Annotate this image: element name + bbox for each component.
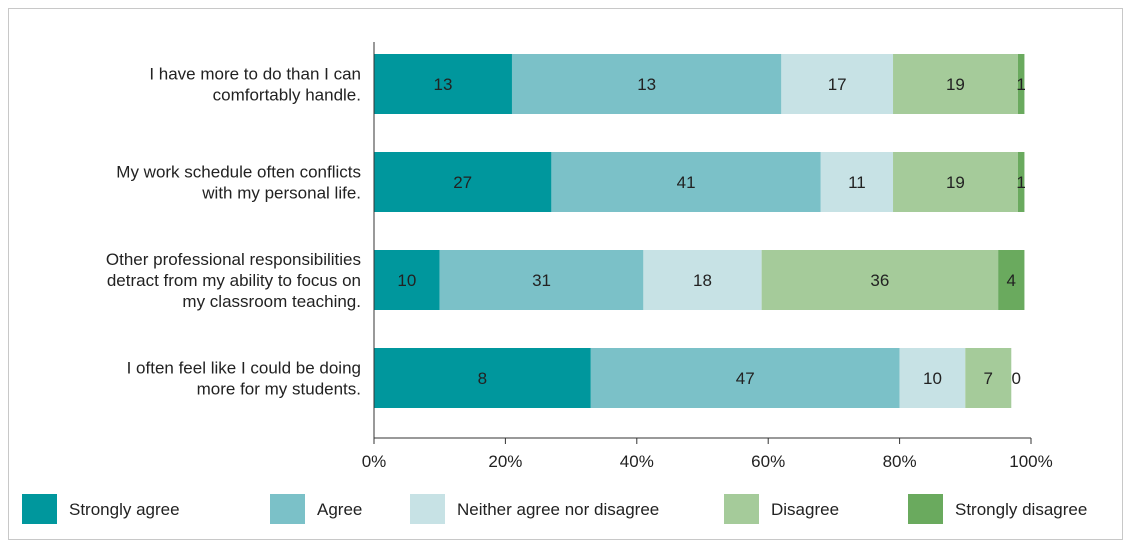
bar-segment-4-3 <box>899 348 966 408</box>
category-label-1: I have more to do than I can comfortably … <box>149 65 361 105</box>
legend-label-4: Disagree <box>771 500 839 519</box>
data-label-4-2: 47 <box>736 369 755 388</box>
bar-segment-1-4 <box>893 54 1018 114</box>
legend-swatch-2 <box>270 494 305 524</box>
bar-segment-4-4 <box>965 348 1012 408</box>
legend-label-1: Strongly agree <box>69 500 180 519</box>
bar-segment-2-4 <box>893 152 1018 212</box>
category-label-4: I often feel like I could be doing more f… <box>127 359 361 399</box>
x-tick-label-6: 100% <box>1009 452 1052 471</box>
bar-segment-2-3 <box>820 152 894 212</box>
legend-swatch-3 <box>410 494 445 524</box>
bar-segment-2-5 <box>1017 152 1025 212</box>
legend-label-3: Neither agree nor disagree <box>457 500 659 519</box>
x-tick-label-2: 20% <box>488 452 522 471</box>
data-label-2-1: 27 <box>453 173 472 192</box>
data-label-4-1: 8 <box>478 369 487 388</box>
bar-segment-1-5 <box>1017 54 1025 114</box>
data-label-4-4: 7 <box>984 369 993 388</box>
data-label-2-5: 1 <box>1016 173 1025 192</box>
data-label-2-3: 11 <box>848 173 866 192</box>
legend-label-2: Agree <box>317 500 362 519</box>
data-label-3-1: 10 <box>397 271 416 290</box>
data-label-1-4: 19 <box>946 75 965 94</box>
data-label-2-2: 41 <box>677 173 696 192</box>
bar-segment-1-1 <box>374 54 512 114</box>
bar-segment-1-2 <box>511 54 782 114</box>
data-label-4-3: 10 <box>923 369 942 388</box>
x-tick-label-4: 60% <box>751 452 785 471</box>
bar-segment-1-3 <box>781 54 894 114</box>
legend-swatch-4 <box>724 494 759 524</box>
data-label-3-4: 36 <box>870 271 889 290</box>
data-label-3-2: 31 <box>532 271 551 290</box>
bar-segment-4-2 <box>590 348 900 408</box>
bar-segment-2-2 <box>551 152 821 212</box>
legend-label-5: Strongly disagree <box>955 500 1087 519</box>
data-label-1-1: 13 <box>434 75 453 94</box>
bar-segment-3-4 <box>761 250 999 310</box>
legend-swatch-1 <box>22 494 57 524</box>
x-tick-label-3: 40% <box>620 452 654 471</box>
data-label-1-5: 1 <box>1016 75 1025 94</box>
x-tick-label-5: 80% <box>883 452 917 471</box>
legend-swatch-5 <box>908 494 943 524</box>
bar-segment-3-5 <box>998 250 1025 310</box>
bar-segment-3-2 <box>439 250 644 310</box>
bar-segment-3-1 <box>374 250 440 310</box>
x-tick-label-1: 0% <box>362 452 387 471</box>
category-label-3: Other professional responsibilities detra… <box>106 250 361 311</box>
data-label-2-4: 19 <box>946 173 965 192</box>
bar-segment-4-1 <box>374 348 591 408</box>
bar-segment-2-1 <box>374 152 552 212</box>
data-label-1-3: 17 <box>828 75 847 94</box>
category-label-2: My work schedule often conflicts with my … <box>116 163 361 203</box>
data-label-3-3: 18 <box>693 271 712 290</box>
data-label-4-5: 0 <box>1012 369 1021 388</box>
bar-segment-3-3 <box>643 250 762 310</box>
data-label-1-2: 13 <box>637 75 656 94</box>
data-label-3-5: 4 <box>1007 271 1016 290</box>
